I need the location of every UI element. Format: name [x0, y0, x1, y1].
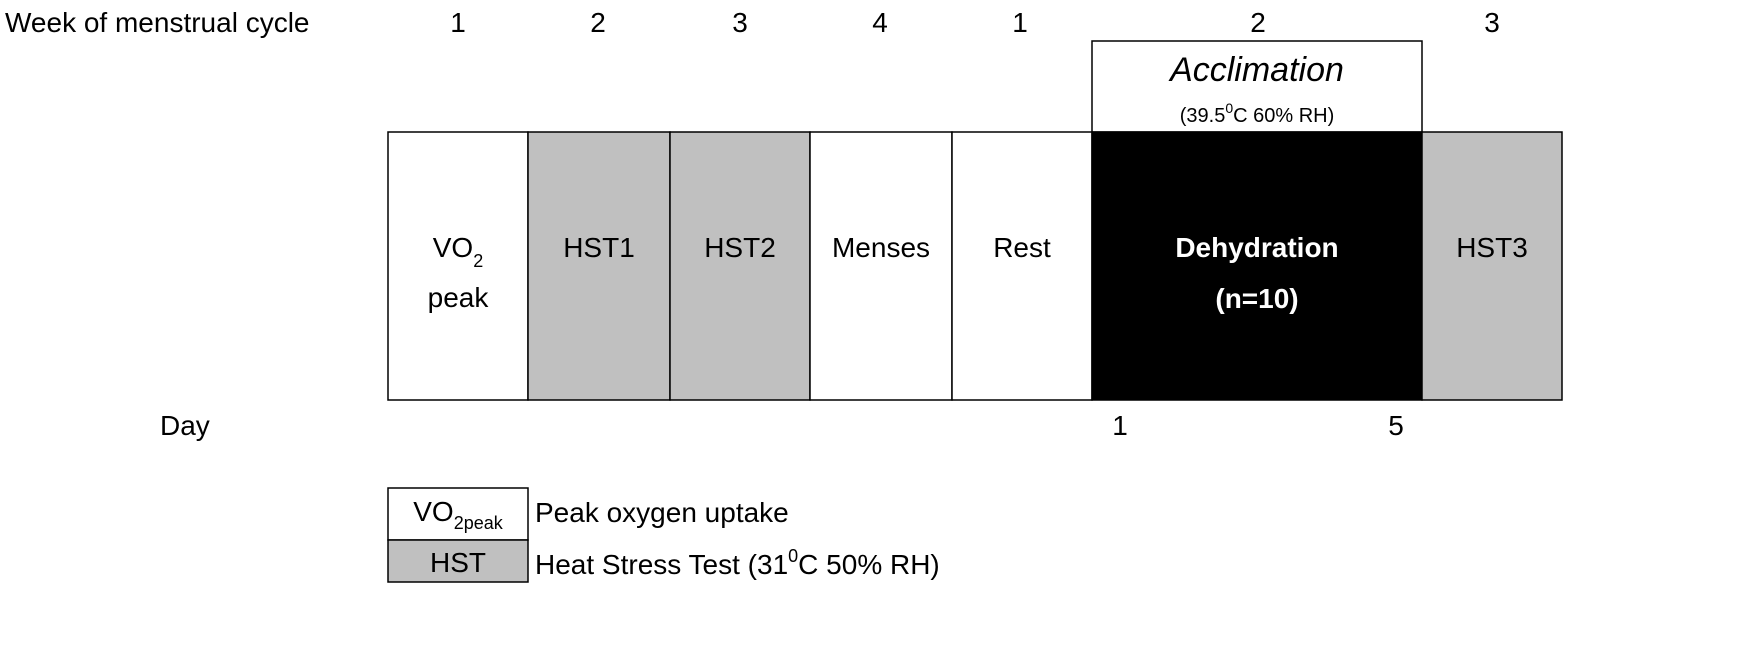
text-part: Heat Stress Test (31: [535, 549, 788, 580]
legend-swatch: [387, 539, 529, 583]
text-part: C 50% RH): [798, 549, 940, 580]
text-part: VO: [413, 496, 453, 527]
day-number: 1: [1112, 410, 1128, 441]
week-number: 1: [450, 7, 466, 38]
phase-box: [951, 131, 1093, 401]
phase-label: HST2: [704, 232, 776, 263]
week-number: 3: [732, 7, 748, 38]
superscript: 0: [1225, 100, 1233, 116]
phase-label: HST3: [1456, 232, 1528, 263]
legend-swatch: [387, 487, 529, 541]
superscript: 0: [788, 546, 798, 566]
legend-key: HST: [430, 547, 486, 578]
acclimation-box: [1091, 40, 1423, 133]
week-number: 3: [1484, 7, 1500, 38]
text-part: (39.5: [1180, 105, 1226, 127]
text-part: C 60% RH): [1233, 105, 1334, 127]
phase-box: [1091, 131, 1423, 401]
phase-box: [527, 131, 671, 401]
week-label: Week of menstrual cycle: [5, 7, 310, 38]
legend-desc: Heat Stress Test (310C 50% RH): [535, 546, 940, 580]
week-number: 4: [872, 7, 888, 38]
phase-box: [809, 131, 953, 401]
legend-desc: Peak oxygen uptake: [535, 497, 789, 528]
week-number: 1: [1012, 7, 1028, 38]
legend-key: VO2peak: [413, 496, 504, 533]
subscript: 2: [473, 251, 483, 271]
week-number: 2: [1250, 7, 1266, 38]
week-number: 2: [590, 7, 606, 38]
phase-box: [387, 131, 529, 401]
phase-label: (n=10): [1215, 283, 1298, 314]
day-number: 5: [1388, 410, 1404, 441]
text-part: VO: [433, 232, 473, 263]
phase-label: Rest: [993, 232, 1051, 263]
phase-label: Dehydration: [1175, 232, 1338, 263]
phase-label: Menses: [832, 232, 930, 263]
acclimation-title: Acclimation: [1168, 51, 1344, 89]
phase-box: [669, 131, 811, 401]
phase-box: [1421, 131, 1563, 401]
subscript: 2peak: [454, 513, 504, 533]
phase-label: peak: [428, 282, 490, 313]
phase-label: VO2: [433, 232, 483, 271]
day-label: Day: [160, 410, 210, 441]
phase-label: HST1: [563, 232, 635, 263]
acclimation-condition: (39.50C 60% RH): [1180, 100, 1335, 127]
